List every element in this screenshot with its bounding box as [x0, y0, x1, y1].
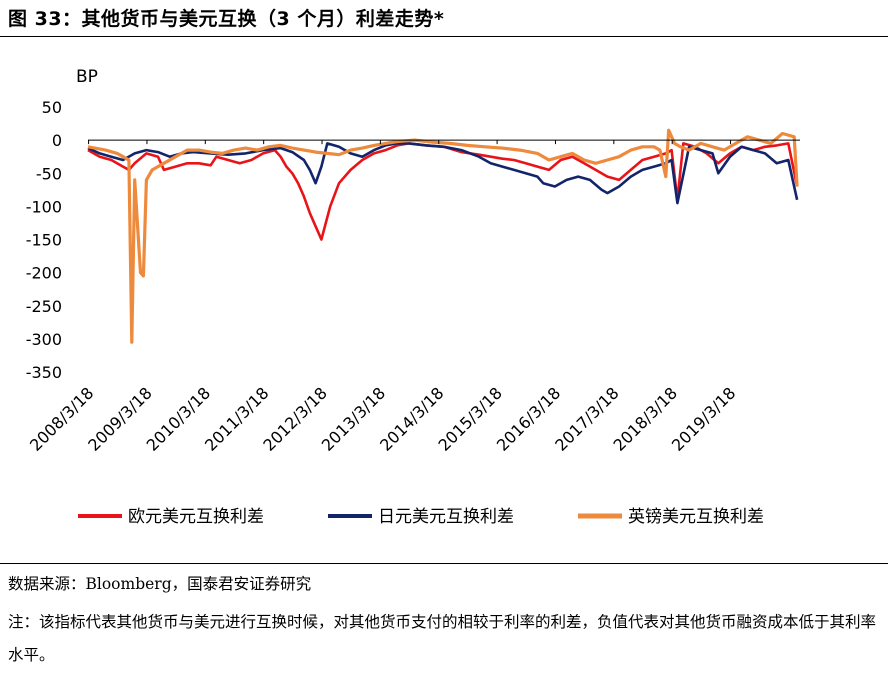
y-tick-label: -350: [26, 363, 62, 382]
note-text: 注：该指标代表其他货币与美元进行互换时候，对其他货币支付的相较于利率的利差，负值…: [8, 613, 877, 664]
y-tick-label: -50: [36, 164, 62, 183]
source-text: 数据来源：Bloomberg，国泰君安证券研究: [8, 575, 312, 593]
source-rule: [0, 563, 888, 564]
legend-label: 英镑美元互换利差: [628, 507, 764, 527]
series-lines: [87, 128, 799, 344]
y-tick-label: 0: [52, 131, 62, 150]
y-tick-label: 50: [42, 98, 62, 117]
series-line: [87, 142, 799, 205]
series-line: [87, 142, 799, 241]
legend: 欧元美元互换利差 日元美元互换利差 英镑美元互换利差: [78, 507, 764, 527]
title-rule: [0, 36, 888, 37]
x-axis-tick-marks: [88, 140, 732, 145]
y-tick-label: -100: [26, 197, 62, 216]
x-axis-tick-labels: 2008/3/182009/3/182010/3/182011/3/182012…: [26, 383, 739, 454]
legend-label: 欧元美元互换利差: [128, 507, 264, 527]
figure-title: 图 33：其他货币与美元互换（3 个月）利差走势*: [8, 8, 445, 30]
legend-label: 日元美元互换利差: [378, 507, 514, 527]
y-axis-unit-label: BP: [76, 67, 98, 87]
y-tick-label: -200: [26, 264, 62, 283]
y-axis-ticks: 50 0 -50 -100 -150 -200 -250 -300 -350: [26, 98, 62, 382]
line-chart: BP 50 0 -50 -100 -150 -200 -250 -300 -350 2008/3…: [26, 67, 800, 527]
y-tick-label: -250: [26, 297, 62, 316]
y-tick-label: -300: [26, 330, 62, 349]
series-line: [87, 128, 799, 344]
y-tick-label: -150: [26, 231, 62, 250]
x-tick-label: 2019/3/18: [668, 383, 739, 454]
